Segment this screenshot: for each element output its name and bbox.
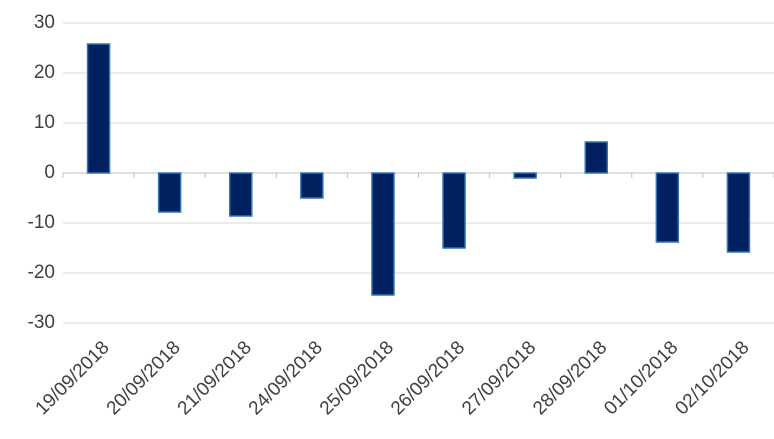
bar <box>86 43 111 174</box>
x-tick-label: 28/09/2018 <box>529 337 611 419</box>
y-tick-label: 0 <box>44 162 55 183</box>
bar <box>229 172 253 217</box>
bar <box>157 172 182 213</box>
x-tick-label: 27/09/2018 <box>458 337 540 419</box>
x-tick-label: 21/09/2018 <box>174 337 256 419</box>
y-tick-label: 10 <box>34 112 55 133</box>
x-tick-label: 24/09/2018 <box>245 337 327 419</box>
y-tick-label: -30 <box>28 312 55 333</box>
bar <box>371 172 395 296</box>
bar <box>442 172 466 249</box>
bar <box>300 172 324 199</box>
y-tick-label: -20 <box>28 262 55 283</box>
y-tick-label: 30 <box>34 12 55 33</box>
x-tick-label: 19/09/2018 <box>32 337 114 419</box>
bar <box>726 172 751 253</box>
x-tick-label: 26/09/2018 <box>387 337 469 419</box>
bar <box>584 141 608 174</box>
x-tick-label: 25/09/2018 <box>316 337 398 419</box>
bar <box>655 172 680 243</box>
x-tick-label: 20/09/2018 <box>103 337 185 419</box>
y-tick-label: 20 <box>34 62 55 83</box>
x-tick-label: 01/10/2018 <box>600 337 682 419</box>
bar <box>513 172 537 179</box>
x-tick-label: 02/10/2018 <box>671 337 753 419</box>
y-tick-label: -10 <box>28 212 55 233</box>
